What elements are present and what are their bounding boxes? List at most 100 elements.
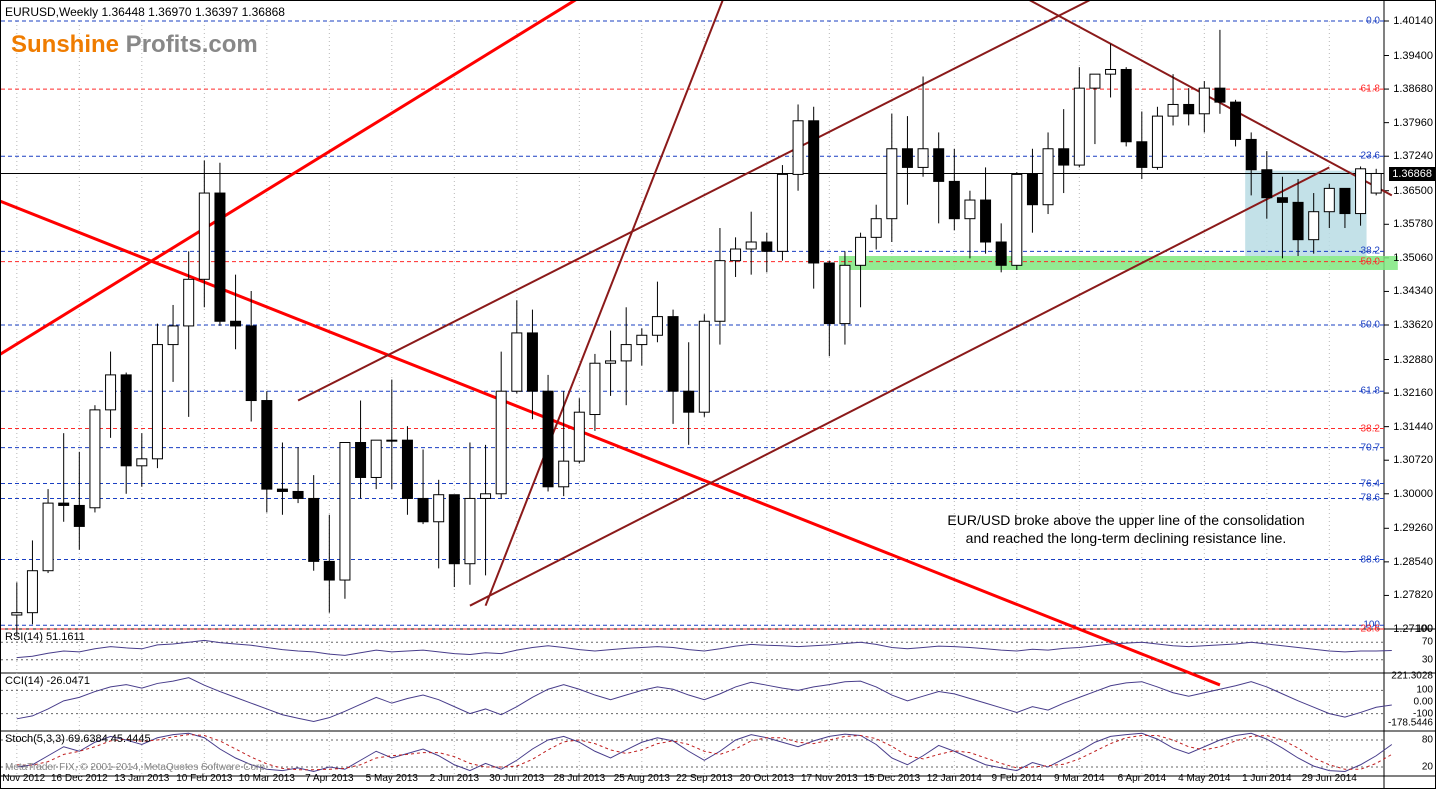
yaxis-label: 1.30000: [1393, 488, 1433, 500]
xaxis-label: 7 Apr 2013: [305, 773, 353, 784]
candle: [1090, 74, 1100, 88]
candle: [652, 317, 662, 336]
candle: [1027, 174, 1037, 204]
candle: [512, 333, 522, 391]
candle: [668, 317, 678, 392]
candle: [1152, 116, 1162, 167]
candle: [309, 498, 319, 561]
candle: [1012, 174, 1022, 265]
declining-resistance: [907, 1, 1391, 195]
indicator-y-tick: 30: [1422, 654, 1433, 665]
yaxis-label: 1.39400: [1393, 50, 1433, 62]
candle: [1324, 188, 1334, 211]
xaxis-label: 22 Sep 2013: [676, 773, 733, 784]
candle: [715, 261, 725, 322]
candle: [1340, 188, 1350, 213]
candle: [137, 459, 147, 466]
candle: [1137, 142, 1147, 168]
yaxis-label: 1.28540: [1393, 556, 1433, 568]
xaxis-label: 10 Feb 2013: [176, 773, 232, 784]
yaxis-label: 1.37240: [1393, 150, 1433, 162]
candle: [684, 391, 694, 412]
candle: [1043, 149, 1053, 205]
candle: [918, 149, 928, 168]
yaxis-label: 1.35060: [1393, 252, 1433, 264]
yaxis-label: 1.34340: [1393, 285, 1433, 297]
candle: [106, 375, 116, 410]
candle: [590, 363, 600, 414]
yaxis-label: 1.37960: [1393, 117, 1433, 129]
yaxis-label: 1.36500: [1393, 185, 1433, 197]
candle: [246, 326, 256, 401]
candle: [27, 571, 37, 613]
candle: [731, 249, 741, 261]
yaxis-label: 1.33620: [1393, 319, 1433, 331]
xaxis-label: 9 Feb 2014: [992, 773, 1043, 784]
xaxis-label: 1 Jun 2014: [1242, 773, 1292, 784]
fib-label-red: 23.6: [1361, 624, 1380, 635]
fib-label-blue: 61.8: [1361, 386, 1380, 397]
fib-label-blue: 0.0: [1366, 16, 1380, 27]
candle: [418, 498, 428, 521]
xaxis-label: 16 Dec 2012: [51, 773, 108, 784]
fib-label-blue: 70.7: [1361, 442, 1380, 453]
candle: [1293, 202, 1303, 239]
candle: [1168, 104, 1178, 116]
fib-label-blue: 78.6: [1361, 493, 1380, 504]
xaxis-label: 2 Jun 2013: [430, 773, 480, 784]
candle: [543, 391, 553, 487]
candle: [996, 242, 1006, 265]
candle: [356, 442, 366, 477]
candle: [574, 412, 584, 461]
fib-label-red: 50.0: [1361, 256, 1380, 267]
candle: [762, 242, 772, 251]
candle: [1059, 149, 1069, 165]
candle: [293, 491, 303, 498]
candle: [324, 561, 334, 580]
candle: [152, 345, 162, 459]
candle: [496, 391, 506, 494]
xaxis-label: 13 Jan 2013: [114, 773, 169, 784]
candle: [699, 321, 709, 412]
xaxis-label: 30 Jun 2013: [489, 773, 544, 784]
candle: [262, 401, 272, 490]
yaxis-label: 1.32160: [1393, 387, 1433, 399]
indicator-title: RSI(14) 51.1611: [5, 631, 85, 643]
indicator-y-tick: 100: [1416, 685, 1433, 696]
candle: [1231, 102, 1241, 139]
candle: [1121, 69, 1131, 141]
candle: [746, 242, 756, 249]
xaxis-label: 18 Nov 2012: [0, 773, 45, 784]
indicator-y-tick: -178.5446: [1388, 717, 1433, 728]
xaxis-label: 6 Apr 2014: [1118, 773, 1166, 784]
xaxis-label: 29 Jun 2014: [1302, 773, 1357, 784]
candle: [121, 375, 131, 466]
xaxis-label: 28 Jul 2013: [553, 773, 605, 784]
candle: [215, 193, 225, 321]
candle: [340, 442, 350, 580]
candle: [371, 440, 381, 477]
green-support-zone: [839, 256, 1398, 270]
attribution: MetaTrader FIX, © 2001-2014, MetaQuotes …: [5, 762, 268, 773]
candle: [949, 181, 959, 218]
xaxis-label: 9 Mar 2014: [1054, 773, 1105, 784]
indicator-y-tick: 221.3028: [1391, 671, 1433, 682]
yaxis-label: 1.29260: [1393, 522, 1433, 534]
indicator-y-tick: 80: [1422, 735, 1433, 746]
fib-label-blue: 50.0: [1361, 320, 1380, 331]
candle: [465, 498, 475, 563]
annotation-text: EUR/USD broke above the upper line of th…: [886, 511, 1366, 547]
candle: [59, 503, 69, 505]
candle: [606, 361, 616, 363]
candle: [481, 494, 491, 499]
candle: [449, 495, 459, 564]
candle: [1106, 69, 1116, 74]
yaxis-label: 1.38680: [1393, 83, 1433, 95]
yaxis-label: 1.30720: [1393, 454, 1433, 466]
candle: [1371, 173, 1381, 193]
xaxis-label: 10 Mar 2013: [239, 773, 295, 784]
candle: [1277, 198, 1287, 203]
candle: [1215, 88, 1225, 102]
fib-label-red: 38.2: [1361, 423, 1380, 434]
candle: [1309, 212, 1319, 240]
